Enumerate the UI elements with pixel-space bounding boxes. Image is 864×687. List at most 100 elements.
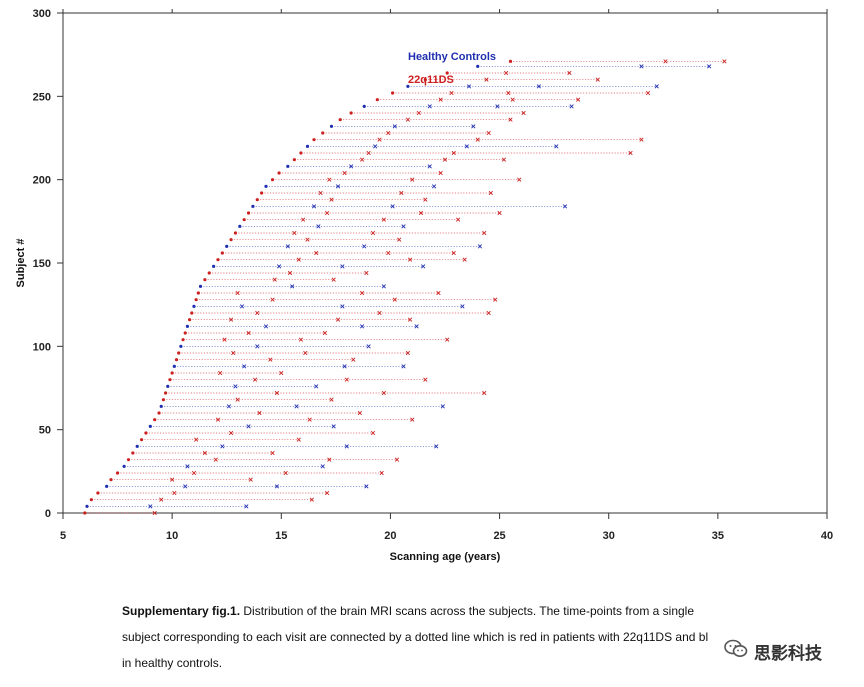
visit-marker: [320, 464, 325, 469]
baseline-marker: [181, 338, 185, 342]
baseline-marker: [148, 424, 152, 428]
visit-marker: [272, 277, 277, 282]
plot-area-border: [62, 12, 828, 514]
scatter-chart: 5 10 15 20 25 30 35 40 0 50 100 150 200 250 300 Healt…: [15, 8, 833, 563]
visit-marker: [370, 230, 376, 236]
visit-marker: [562, 204, 568, 209]
visit-marker: [423, 377, 428, 382]
visit-marker: [405, 117, 411, 122]
visit-marker: [362, 244, 367, 249]
visit-marker: [244, 504, 249, 509]
visit-marker: [386, 130, 391, 136]
visit-marker: [357, 410, 362, 416]
y-tick-label: 250: [33, 91, 51, 103]
baseline-marker: [89, 498, 93, 502]
visit-marker: [405, 350, 411, 356]
baseline-marker: [177, 351, 181, 355]
visit-marker: [364, 484, 369, 489]
baseline-marker: [159, 404, 163, 408]
visit-marker: [331, 277, 336, 282]
visit-marker: [381, 284, 386, 289]
visit-marker: [482, 230, 487, 236]
visit-marker: [322, 330, 328, 336]
baseline-marker: [391, 91, 395, 95]
visit-marker: [248, 477, 253, 482]
visit-marker: [451, 250, 456, 256]
visit-marker: [645, 90, 651, 96]
baseline-marker: [286, 164, 290, 168]
visit-marker: [482, 390, 487, 396]
visit-marker: [486, 310, 491, 316]
visit-marker: [276, 264, 282, 269]
x-axis: 5 10 15 20 25 30 35 40: [60, 513, 833, 542]
visit-marker: [298, 337, 304, 342]
visit-marker: [436, 290, 441, 296]
visit-marker: [305, 237, 310, 242]
baseline-marker: [157, 411, 161, 415]
visit-marker: [418, 210, 424, 216]
legend-item-22q11ds: 22q11DS: [408, 74, 454, 86]
visit-marker: [294, 404, 299, 409]
legend: Healthy Controls 22q11DS: [408, 51, 496, 86]
baseline-marker: [233, 231, 238, 235]
visit-marker: [274, 390, 280, 396]
baseline-marker: [153, 418, 157, 422]
baseline-marker: [476, 64, 480, 68]
visit-marker: [292, 230, 297, 236]
baseline-marker: [115, 471, 120, 475]
baseline-marker: [131, 451, 135, 455]
visit-marker: [242, 364, 247, 369]
caption-line-2: subject corresponding to each visit are …: [122, 630, 709, 644]
caption-line-1: Supplementary fig.1. Distribution of the…: [122, 598, 732, 624]
visit-marker: [283, 470, 288, 476]
baseline-marker: [362, 104, 366, 108]
baseline-marker: [196, 291, 200, 295]
y-tick-label: 100: [33, 341, 51, 353]
visit-marker: [300, 217, 306, 222]
visit-marker: [416, 110, 421, 116]
wechat-icon: [724, 638, 748, 665]
baseline-marker: [185, 324, 190, 328]
visit-marker: [246, 330, 251, 336]
baseline-marker: [246, 211, 251, 215]
visit-marker: [228, 430, 234, 436]
visit-marker: [270, 297, 275, 302]
visit-marker: [268, 357, 273, 362]
visit-marker: [342, 364, 347, 369]
y-axis-title: Subject #: [15, 239, 27, 288]
visit-marker: [309, 497, 314, 502]
visit-marker: [707, 64, 712, 69]
baseline-marker: [174, 358, 179, 362]
visit-marker: [252, 377, 258, 382]
visit-marker: [263, 324, 269, 329]
visit-marker: [493, 297, 498, 302]
baseline-marker: [292, 158, 296, 162]
visit-marker: [455, 217, 461, 222]
visit-marker: [421, 264, 426, 269]
visit-marker: [462, 257, 467, 262]
baseline-marker: [135, 444, 139, 448]
baseline-marker: [255, 198, 259, 202]
visit-marker: [285, 244, 290, 249]
visit-marker: [359, 157, 365, 162]
visit-marker: [327, 457, 332, 462]
visit-marker: [303, 350, 308, 356]
visit-marker: [427, 164, 432, 169]
baseline-marker: [139, 438, 144, 442]
visit-marker: [359, 290, 365, 296]
visit-marker: [464, 144, 469, 149]
baseline-marker: [220, 251, 224, 255]
visit-marker: [460, 304, 465, 309]
baseline-marker: [172, 364, 176, 368]
visit-marker: [183, 484, 188, 489]
visit-marker: [410, 417, 415, 422]
visit-marker: [257, 410, 262, 416]
visit-marker: [486, 130, 491, 136]
visit-marker: [220, 444, 225, 449]
visit-marker: [508, 117, 513, 122]
watermark: 思影科技: [720, 636, 826, 667]
x-tick-label: 30: [603, 530, 615, 542]
visit-marker: [440, 404, 445, 409]
baseline-marker: [338, 118, 342, 122]
visit-marker: [595, 77, 600, 82]
